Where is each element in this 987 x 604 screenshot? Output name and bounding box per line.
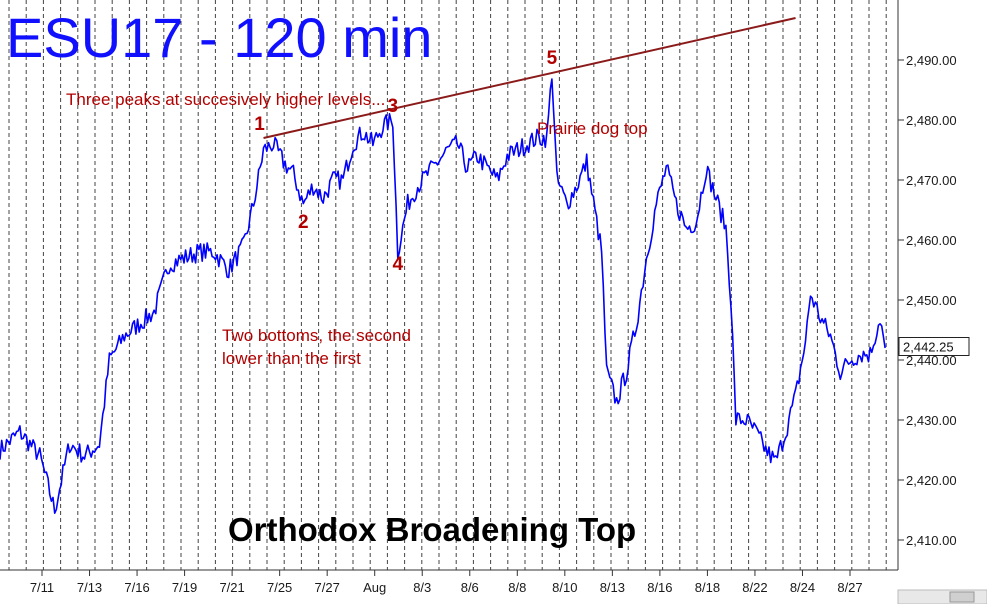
x-axis: 7/11 7/13 7/16 7/19 7/21 7/25 7/27 Aug 8/3 8/6 8/8… [30, 570, 863, 595]
x-tick-label: 8/8 [508, 580, 526, 595]
y-tick-label: 2,410.00 [906, 533, 957, 548]
x-tick-label: Aug [363, 580, 386, 595]
x-tick-label: 8/22 [742, 580, 767, 595]
x-tick-label: 7/25 [267, 580, 292, 595]
bottoms-annotation-line-2: lower than the first [222, 349, 361, 368]
price-line [0, 78, 886, 514]
x-tick-label: 7/27 [315, 580, 340, 595]
trendline [263, 17, 796, 139]
x-tick-label: 8/24 [790, 580, 815, 595]
wave-label-4: 4 [392, 254, 403, 275]
y-axis: 2,410.00 2,420.00 2,430.00 2,440.00 2,450.00… [898, 53, 957, 548]
wave-label-5: 5 [547, 48, 558, 69]
x-tick-label: 7/13 [77, 580, 102, 595]
price-series [0, 78, 886, 514]
prairie-annotation: Prairie dog top [537, 119, 648, 138]
scrollbar-thumb[interactable] [949, 591, 975, 603]
pattern-title: Orthodox Broadening Top [228, 511, 636, 548]
x-tick-label: 7/19 [172, 580, 197, 595]
y-tick-label: 2,490.00 [906, 53, 957, 68]
bottoms-annotation-line-1: Two bottoms, the second [222, 326, 411, 345]
x-tick-label: 8/18 [695, 580, 720, 595]
y-tick-label: 2,480.00 [906, 113, 957, 128]
last-price-box [898, 337, 970, 356]
wave-labels: 1 2 3 4 5 [254, 48, 557, 275]
x-tick-label: 8/6 [461, 580, 479, 595]
x-tick-label: 7/16 [124, 580, 149, 595]
wave-label-3: 3 [388, 96, 399, 117]
x-tick-label: 8/13 [600, 580, 625, 595]
x-tick-label: 8/10 [552, 580, 577, 595]
y-tick-label: 2,420.00 [906, 473, 957, 488]
y-tick-label: 2,460.00 [906, 233, 957, 248]
y-tick-label: 2,440.00 [906, 353, 957, 368]
grid-lines [8, 0, 887, 570]
wave-label-2: 2 [298, 212, 309, 233]
last-price-label: 2,442.25 [903, 340, 954, 355]
wave-label-1: 1 [254, 114, 265, 135]
scrollbar[interactable] [897, 589, 987, 604]
y-tick-label: 2,430.00 [906, 413, 957, 428]
y-tick-label: 2,470.00 [906, 173, 957, 188]
x-tick-label: 8/16 [647, 580, 672, 595]
trendline-group [263, 17, 796, 139]
x-tick-label: 8/3 [413, 580, 431, 595]
x-tick-label: 7/21 [219, 580, 244, 595]
x-tick-label: 7/11 [30, 580, 54, 595]
y-tick-label: 2,450.00 [906, 293, 957, 308]
last-price-marker: 2,442.25 [898, 337, 970, 356]
x-tick-label: 8/27 [837, 580, 862, 595]
chart-title: ESU17 - 120 min [6, 6, 432, 69]
peaks-annotation: Three peaks at succesively higher levels… [66, 90, 385, 109]
